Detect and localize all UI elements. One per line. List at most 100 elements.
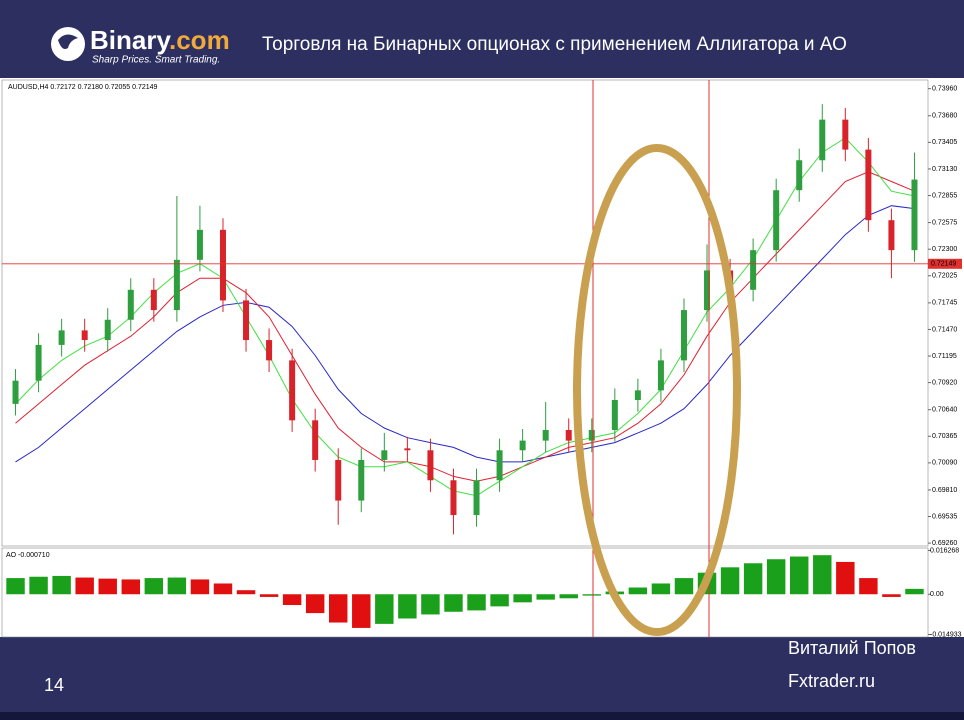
candle-body [289, 360, 296, 421]
ao-bar [144, 578, 164, 595]
highlight-ellipse [573, 144, 741, 636]
ao-bar [52, 575, 71, 595]
candle-body [427, 450, 434, 481]
y-tick-label: 0.69810 [932, 487, 957, 494]
alligator-line [15, 171, 915, 482]
candle-body [750, 250, 757, 290]
alligator-line [15, 137, 915, 497]
alligator-line [15, 205, 915, 463]
logo-shape [58, 34, 78, 49]
candle-body [104, 319, 111, 341]
author: Виталий Попов [788, 638, 916, 658]
ao-bar [467, 594, 486, 611]
y-tick-label: 0.70920 [932, 379, 957, 386]
brand-suffix: .com [169, 25, 230, 55]
y-tick-label: 0.72300 [932, 246, 957, 253]
y-tick-label: 0.00 [930, 591, 944, 598]
ao-bar [905, 588, 924, 595]
price-label: 0.72149 [931, 261, 956, 268]
candle-body [150, 289, 157, 311]
ao-bar [375, 594, 394, 624]
ao-bar [6, 578, 25, 595]
candle-body [657, 360, 664, 391]
ao-bar [559, 594, 578, 599]
y-tick-label: 0.73405 [932, 139, 957, 146]
ao-bar [490, 594, 509, 607]
candle-body [773, 190, 780, 251]
ao-bar [836, 561, 855, 595]
ao-bar [859, 578, 878, 595]
candle-body [12, 380, 19, 404]
y-tick-label: 0.69535 [932, 513, 957, 520]
bottom-strip [0, 712, 964, 720]
ao-title: AO -0.000710 [6, 552, 50, 559]
ao-bar [444, 594, 463, 612]
candle-body [381, 450, 388, 460]
main-frame [1, 79, 929, 547]
candle-body [243, 300, 250, 341]
site: Fxtrader.ru [788, 671, 875, 691]
ao-bar [790, 556, 809, 595]
ao-bar [398, 594, 417, 619]
candle-body [358, 459, 365, 501]
y-tick-label: 0.72025 [932, 273, 957, 280]
candle-body [450, 480, 457, 516]
ao-bar [813, 555, 832, 595]
y-tick-label: 0.69260 [932, 540, 957, 547]
ao-bar [743, 563, 763, 595]
ao-bar [513, 594, 532, 603]
ao-bar [882, 594, 901, 597]
y-tick-label: 0.71470 [932, 326, 957, 333]
candle-body [519, 440, 526, 451]
candle-body [81, 330, 88, 341]
ao-bar [190, 579, 210, 595]
ao-bar [766, 559, 786, 595]
candle-body [127, 289, 134, 320]
plot: 0.73960 0.73680 0.73405 0.73130 0.72855 0.725… [2, 86, 962, 638]
candle-body [58, 330, 65, 345]
ao-bar [282, 594, 302, 606]
ao-bar [352, 594, 371, 628]
candle-body [634, 390, 641, 401]
candle-body [888, 220, 895, 251]
candle-body [796, 160, 803, 191]
candle-body [196, 229, 203, 260]
y-tick-label: 0.72855 [932, 192, 957, 199]
ao-bar [582, 594, 601, 596]
ao-bar [329, 594, 348, 623]
candle-body [819, 119, 826, 161]
ao-bar [259, 594, 279, 597]
ao-bar [167, 577, 187, 595]
y-tick-label: -0.014933 [930, 631, 962, 638]
ao-bar [421, 594, 440, 615]
ao-bar [628, 587, 648, 595]
y-tick-label: 0.72575 [932, 219, 957, 226]
candle-body [335, 459, 342, 501]
ao-bar [720, 567, 740, 595]
candle-body [842, 119, 849, 150]
brand: Binary.com [90, 25, 230, 55]
candle-body [266, 340, 273, 361]
tagline: Sharp Prices. Smart Trading. [92, 55, 220, 66]
y-tick-label: 0.71195 [932, 353, 957, 360]
candle-body [219, 229, 226, 301]
y-tick-label: 0.73960 [932, 86, 957, 93]
y-tick-label: 0.73130 [932, 166, 957, 173]
candle-body [565, 429, 572, 441]
candle-body [312, 420, 319, 460]
candle-body [911, 179, 918, 251]
candle-body [173, 259, 180, 311]
ao-bar [213, 583, 233, 595]
slide-title: Торговля на Бинарных опционах с применен… [262, 34, 847, 55]
candle-body [588, 429, 595, 441]
candle-body [542, 429, 549, 441]
page-number: 14 [44, 675, 64, 695]
y-tick-label: 0.016268 [930, 547, 959, 554]
price-label-box [928, 258, 962, 269]
candle-body [404, 448, 411, 451]
ao-bar [29, 576, 48, 595]
candle-body [35, 344, 42, 381]
brand-name: Binary [90, 25, 171, 55]
